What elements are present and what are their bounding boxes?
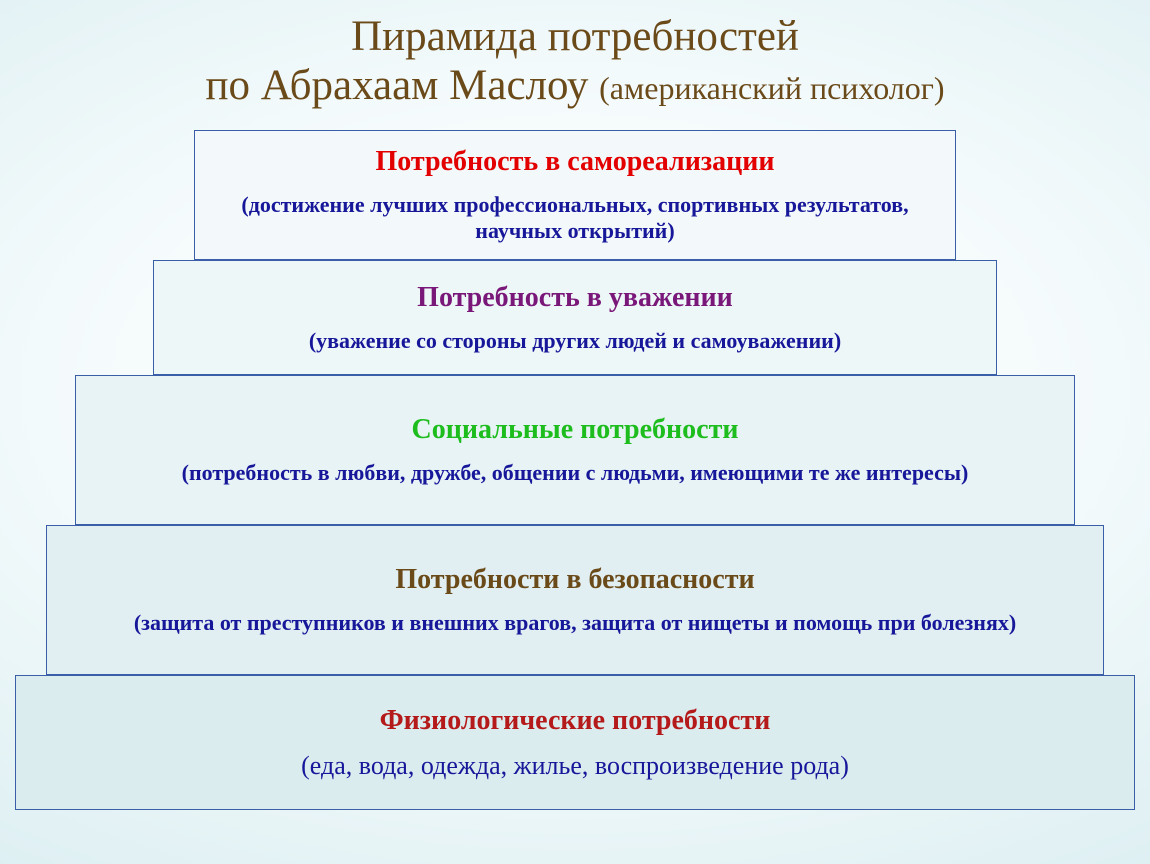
level-title: Потребности в безопасности [395,564,754,596]
level-title: Физиологические потребности [380,705,771,737]
pyramid-level: Социальные потребности (потребность в люб… [75,375,1075,525]
title-line-2-main: по Абрахаам Маслоу [205,62,599,109]
level-description: (достижение лучших профессиональных, спо… [214,192,936,244]
level-title: Социальные потребности [412,414,739,446]
level-title: Потребность в самореализации [376,146,775,178]
level-title: Потребность в уважении [417,282,733,314]
title-line-2: по Абрахаам Маслоу (американский психоло… [0,61,1150,110]
level-description: (еда, вода, одежда, жилье, воспроизведен… [301,751,849,781]
slide-title: Пирамида потребностей по Абрахаам Маслоу… [0,12,1150,111]
title-subtitle: (американский психолог) [599,70,944,106]
slide: Пирамида потребностей по Абрахаам Маслоу… [0,0,1150,864]
level-description: (потребность в любви, дружбе, общении с … [182,460,969,486]
pyramid-level: Потребность в самореализации (достижение … [194,130,956,260]
pyramid-level: Потребность в уважении (уважение со сторо… [153,260,997,375]
pyramid-level: Потребности в безопасности (защита от пре… [46,525,1104,675]
pyramid-level: Физиологические потребности (еда, вода, о… [15,675,1135,810]
maslow-pyramid: Потребность в самореализации (достижение … [0,130,1150,810]
level-description: (уважение со стороны других людей и само… [309,328,841,354]
level-description: (защита от преступников и внешних врагов… [134,610,1016,636]
title-line-1: Пирамида потребностей [0,12,1150,61]
